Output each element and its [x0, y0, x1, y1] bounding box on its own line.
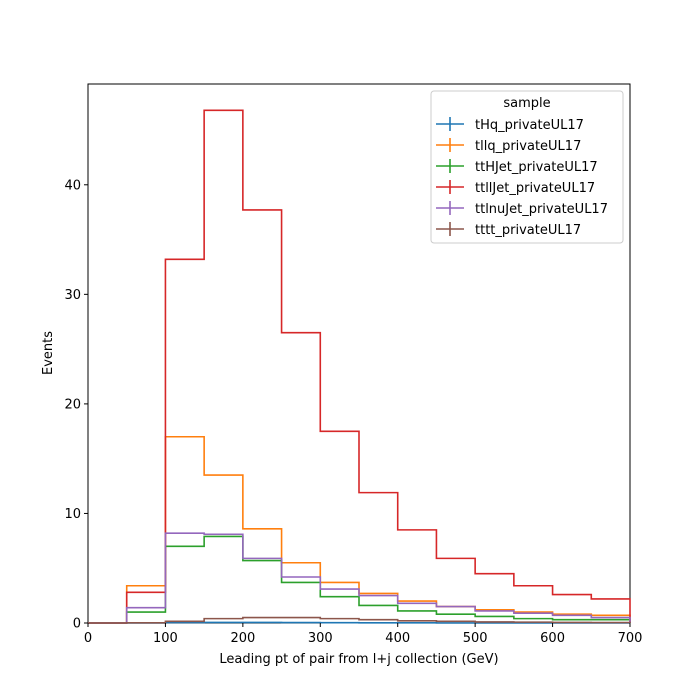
legend-entry-5: tttt_privateUL17 [436, 222, 581, 238]
legend-label-5: tttt_privateUL17 [475, 223, 581, 238]
x-tick-label-5: 500 [463, 631, 488, 646]
legend-title: sample [503, 96, 550, 111]
y-tick-label-1: 10 [64, 507, 81, 522]
y-axis-label: Events [41, 331, 56, 375]
legend-entry-4: ttlnuJet_privateUL17 [436, 201, 608, 217]
legend-entry-0: tHq_privateUL17 [436, 117, 584, 133]
legend-label-2: ttHJet_privateUL17 [475, 160, 598, 175]
series-step-2 [88, 535, 631, 624]
y-tick-label-4: 40 [64, 178, 81, 193]
legend-label-4: ttlnuJet_privateUL17 [475, 202, 608, 217]
legend-box [430, 90, 624, 244]
x-tick-label-1: 100 [153, 631, 178, 646]
legend-label-3: ttllJet_privateUL17 [475, 181, 595, 196]
legend-entries: tHq_privateUL17 tllq_privateUL17 ttHJet_pr… [436, 117, 608, 238]
x-tick-label-0: 0 [84, 631, 92, 646]
x-axis-ticks: 0 100 200 300 400 500 600 700 [84, 623, 643, 646]
series-step-3 [88, 109, 631, 624]
series-step-4 [88, 532, 631, 624]
x-tick-label-2: 200 [230, 631, 255, 646]
legend-label-0: tHq_privateUL17 [475, 118, 584, 133]
legend-label-1: tllq_privateUL17 [475, 139, 581, 154]
x-tick-label-3: 300 [308, 631, 333, 646]
x-axis-label: Leading pt of pair from l+j collection (… [219, 652, 498, 667]
y-axis-ticks: 0 10 20 30 40 [64, 178, 88, 632]
y-tick-label-0: 0 [73, 617, 81, 632]
legend-entry-3: ttllJet_privateUL17 [436, 180, 595, 196]
x-tick-label-7: 700 [618, 631, 643, 646]
legend: sample tHq_privateUL17 tllq_privateUL17tt… [430, 90, 624, 244]
y-tick-label-2: 20 [64, 397, 81, 412]
series-layer [88, 109, 631, 624]
series-step-5 [88, 616, 631, 624]
legend-entry-1: tllq_privateUL17 [436, 138, 581, 154]
legend-entry-2: ttHJet_privateUL17 [436, 159, 598, 175]
y-tick-label-3: 30 [64, 288, 81, 303]
x-tick-label-6: 600 [540, 631, 565, 646]
x-tick-label-4: 400 [385, 631, 410, 646]
